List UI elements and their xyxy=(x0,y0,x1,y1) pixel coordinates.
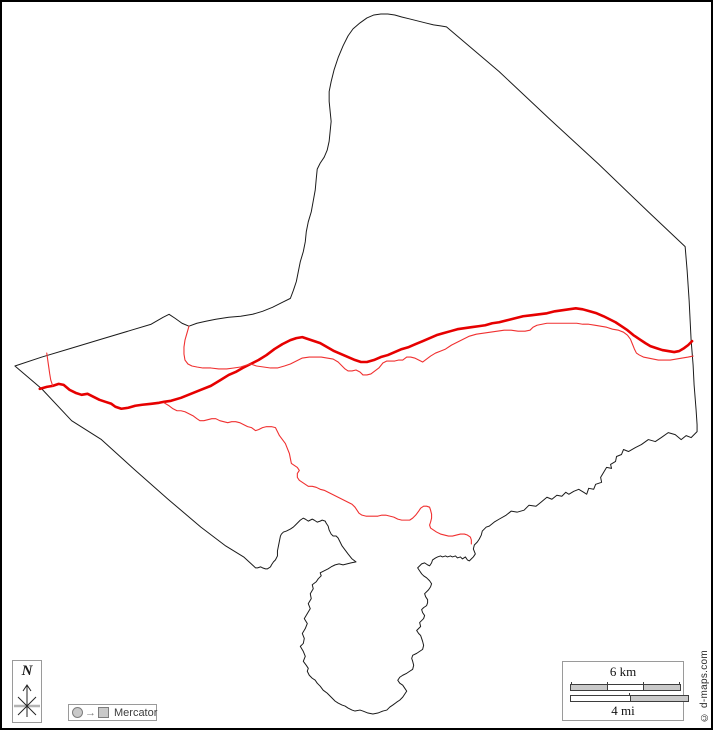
main-road xyxy=(38,307,694,411)
globe-circle-icon xyxy=(72,707,83,718)
scale-km-segment xyxy=(643,685,680,690)
arrow-right-icon: → xyxy=(85,706,96,719)
scale-tick xyxy=(679,682,680,685)
compass-rose-icon xyxy=(14,684,40,717)
scale-km-segment xyxy=(571,685,608,690)
west-connector-road xyxy=(46,352,54,387)
scale-km-segment xyxy=(607,685,644,690)
scale-bar-km xyxy=(570,682,681,691)
projection-label: Mercator xyxy=(114,706,158,719)
projection-badge: → Mercator xyxy=(68,704,157,721)
scale-tick xyxy=(571,682,572,685)
county-outline xyxy=(14,13,698,715)
scale-tick xyxy=(643,682,644,685)
copyright-credit: © d-maps.com xyxy=(699,649,710,722)
scale-tick xyxy=(629,693,630,696)
scale-bar-mi xyxy=(570,693,689,702)
south-river xyxy=(163,402,472,545)
north-label: N xyxy=(21,663,33,679)
scale-bar-box: 6 km 4 mi xyxy=(562,661,689,721)
scale-mi-label: 4 mi xyxy=(611,703,635,718)
north-river xyxy=(183,322,694,376)
flat-map-square-icon xyxy=(98,707,109,718)
scale-tick xyxy=(607,682,608,685)
scale-mi-segment xyxy=(571,696,630,701)
north-indicator-box: N xyxy=(12,660,42,723)
scale-mi-segment xyxy=(629,696,688,701)
scale-km-label: 6 km xyxy=(609,664,637,679)
